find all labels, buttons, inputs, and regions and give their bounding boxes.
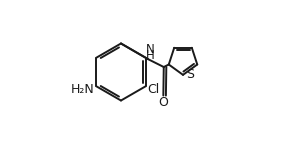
Text: O: O (158, 96, 168, 109)
Text: Cl: Cl (147, 83, 159, 96)
Text: N: N (146, 43, 155, 56)
Text: S: S (186, 68, 194, 81)
Text: H: H (146, 49, 155, 62)
Text: H₂N: H₂N (71, 83, 95, 96)
